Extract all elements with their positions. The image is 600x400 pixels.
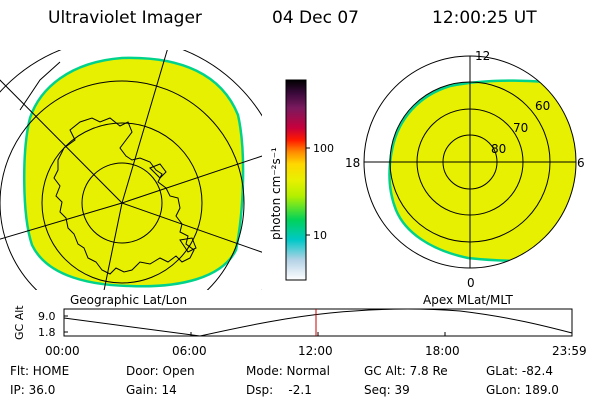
colorbar: 100 10 photon cm⁻²s⁻¹: [269, 79, 334, 281]
colorbar-unit: photon cm⁻²s⁻¹: [269, 147, 283, 240]
timeline-xtick-0000: 00:00: [45, 344, 80, 358]
right-uv-image: [388, 79, 576, 263]
glat-readout: GLat: -82.4: [486, 364, 553, 378]
dsp-readout: Dsp: -2.1: [246, 383, 312, 397]
mlt-label-18: 18: [345, 156, 360, 170]
ip-readout: IP: 36.0: [10, 383, 56, 397]
left-map-label: Geographic Lat/Lon: [70, 293, 187, 307]
mlt-label-6: 6: [577, 156, 585, 170]
colorbar-tick-10: 10: [313, 229, 327, 242]
glon-readout: GLon: 189.0: [486, 383, 559, 397]
timeline-xtick-1800: 18:00: [425, 344, 460, 358]
mlt-label-12: 12: [475, 49, 490, 63]
app-title: Ultraviolet Imager: [48, 8, 202, 28]
date-readout: 04 Dec 07: [272, 8, 359, 28]
timeline-ylabel: GC Alt: [13, 305, 26, 340]
mode-readout: Mode: Normal: [246, 364, 330, 378]
polar-plot: 12 18 6 0 60 70 80: [345, 49, 585, 290]
timeline-xtick-1200: 12:00: [298, 344, 333, 358]
seq-readout: Seq: 39: [364, 383, 410, 397]
timeline-xtick-0600: 06:00: [172, 344, 207, 358]
gain-readout: Gain: 14: [126, 383, 177, 397]
altitude-curve: [63, 308, 573, 337]
lat-label-80: 80: [491, 142, 506, 156]
gc-alt-readout: GC Alt: 7.8 Re: [364, 364, 448, 378]
timeline-ytick-1-8: 1.8: [38, 326, 56, 339]
door-status: Door: Open: [126, 364, 195, 378]
colorbar-tick-100: 100: [313, 142, 334, 155]
geographic-map: [0, 50, 262, 290]
right-map-label: Apex MLat/MLT: [423, 293, 513, 307]
flight-status: Flt: HOME: [10, 364, 70, 378]
lat-label-60: 60: [535, 99, 550, 113]
timeline-xtick-2359: 23:59: [552, 344, 587, 358]
timeline-ytick-9: 9.0: [38, 310, 56, 323]
lat-label-70: 70: [513, 121, 528, 135]
time-readout: 12:00:25 UT: [432, 8, 537, 28]
mlt-label-0: 0: [467, 276, 475, 290]
left-uv-image: [23, 56, 245, 288]
timeline-plot: GC Alt 9.0 1.8 00:00 06:00 12:00 18:00 2…: [13, 305, 587, 358]
continent-outline: [53, 117, 195, 275]
